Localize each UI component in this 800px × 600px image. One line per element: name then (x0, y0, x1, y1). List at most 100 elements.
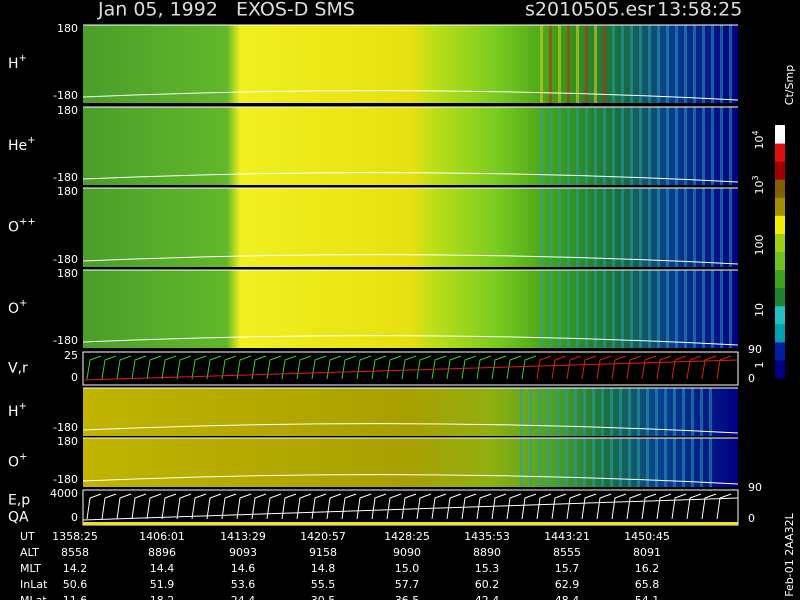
label-base: 10 (753, 136, 766, 150)
label-sup: + (19, 401, 27, 412)
stripe (549, 107, 552, 185)
table-cell: 42.4 (475, 594, 500, 600)
colorbar-label: 10 (753, 303, 766, 317)
trace (82, 474, 739, 485)
stripe (594, 107, 597, 185)
trace (82, 254, 739, 265)
table-cell: 54.1 (635, 594, 660, 600)
stripe (720, 188, 723, 267)
stripe (565, 388, 568, 436)
stripe (684, 270, 687, 348)
stripe (720, 25, 723, 103)
stripe (729, 188, 732, 267)
stripe (655, 438, 658, 487)
label-sup: + (19, 53, 27, 64)
stripe (666, 270, 669, 348)
stripe (621, 270, 624, 348)
spectrogram (83, 270, 738, 348)
stripe (693, 270, 696, 348)
y-tick-label: -180 (53, 473, 78, 486)
stripe (574, 388, 577, 436)
colorbar-cell (775, 125, 785, 144)
stripe (556, 438, 559, 487)
trace (86, 355, 537, 380)
stripe (693, 107, 696, 185)
table-cell: 1358:25 (52, 530, 98, 543)
colorbar-label: 1 (753, 362, 766, 369)
colorbar-cell (775, 143, 785, 162)
label-sup: + (27, 135, 35, 146)
panel-label: O+ (8, 452, 27, 471)
stripe (702, 107, 705, 185)
row-label: UT (20, 530, 35, 543)
stripe (538, 438, 541, 487)
stripe (585, 270, 588, 348)
stripe (637, 438, 640, 487)
table-cell: 8091 (633, 546, 661, 559)
stripe (675, 107, 678, 185)
stripe (603, 107, 606, 185)
stripe (639, 25, 642, 103)
table-cell: 1406:01 (139, 530, 185, 543)
colorbar-cell (775, 323, 785, 343)
stripe (630, 107, 633, 185)
stripe (648, 107, 651, 185)
trace (82, 423, 739, 434)
stripe (601, 388, 604, 436)
stripe (540, 107, 543, 185)
label-text: V,r (8, 361, 28, 377)
stripe (682, 438, 685, 487)
table-cell: 48.4 (555, 594, 580, 600)
colorbar-cell (775, 269, 785, 289)
stripe (612, 25, 615, 103)
stripe (700, 388, 703, 436)
table-cell: 14.4 (150, 562, 175, 575)
stripe (684, 25, 687, 103)
colorbar-label: 100 (753, 235, 766, 256)
stripe (565, 438, 568, 487)
stripe (630, 25, 633, 103)
table-cell: 8890 (473, 546, 501, 559)
stripe (709, 438, 712, 487)
stripe (702, 270, 705, 348)
table-cell: 15.0 (395, 562, 420, 575)
stripe (655, 388, 658, 436)
stripe (583, 388, 586, 436)
stripe (603, 188, 606, 267)
stripe (639, 270, 642, 348)
y-tick-label: 0 (71, 371, 78, 384)
stripe (693, 188, 696, 267)
colorbar-label: 103 (751, 175, 767, 194)
colorbar-cell (775, 179, 785, 198)
table-cell: 1435:53 (464, 530, 510, 543)
y-tick-label: 180 (57, 22, 78, 35)
panel-bg (82, 489, 739, 526)
stripe (630, 188, 633, 267)
trace (82, 497, 739, 521)
y-tick-label: 4000 (50, 487, 78, 500)
stripe (547, 388, 550, 436)
table-cell: 8558 (61, 546, 89, 559)
time: 13:58:25 (657, 0, 742, 21)
table-cell: 9158 (309, 546, 337, 559)
stripe (702, 25, 705, 103)
stripe (664, 388, 667, 436)
stripe (567, 25, 570, 103)
stripe (702, 188, 705, 267)
y2-tick-label: 90 (748, 343, 762, 356)
table-cell: 24.4 (231, 594, 256, 600)
stripe (621, 107, 624, 185)
y-tick-label: 0 (71, 511, 78, 524)
table-cell: 50.6 (63, 578, 88, 591)
label-sup: + (19, 452, 27, 463)
stripe (558, 270, 561, 348)
table-cell: 62.9 (555, 578, 580, 591)
stripe (529, 438, 532, 487)
label-text: H (8, 56, 19, 72)
stripe (612, 107, 615, 185)
panel-label: E,p (8, 493, 30, 509)
table-cell: 1428:25 (384, 530, 430, 543)
table-cell: 60.2 (475, 578, 500, 591)
spectrogram (83, 107, 738, 185)
